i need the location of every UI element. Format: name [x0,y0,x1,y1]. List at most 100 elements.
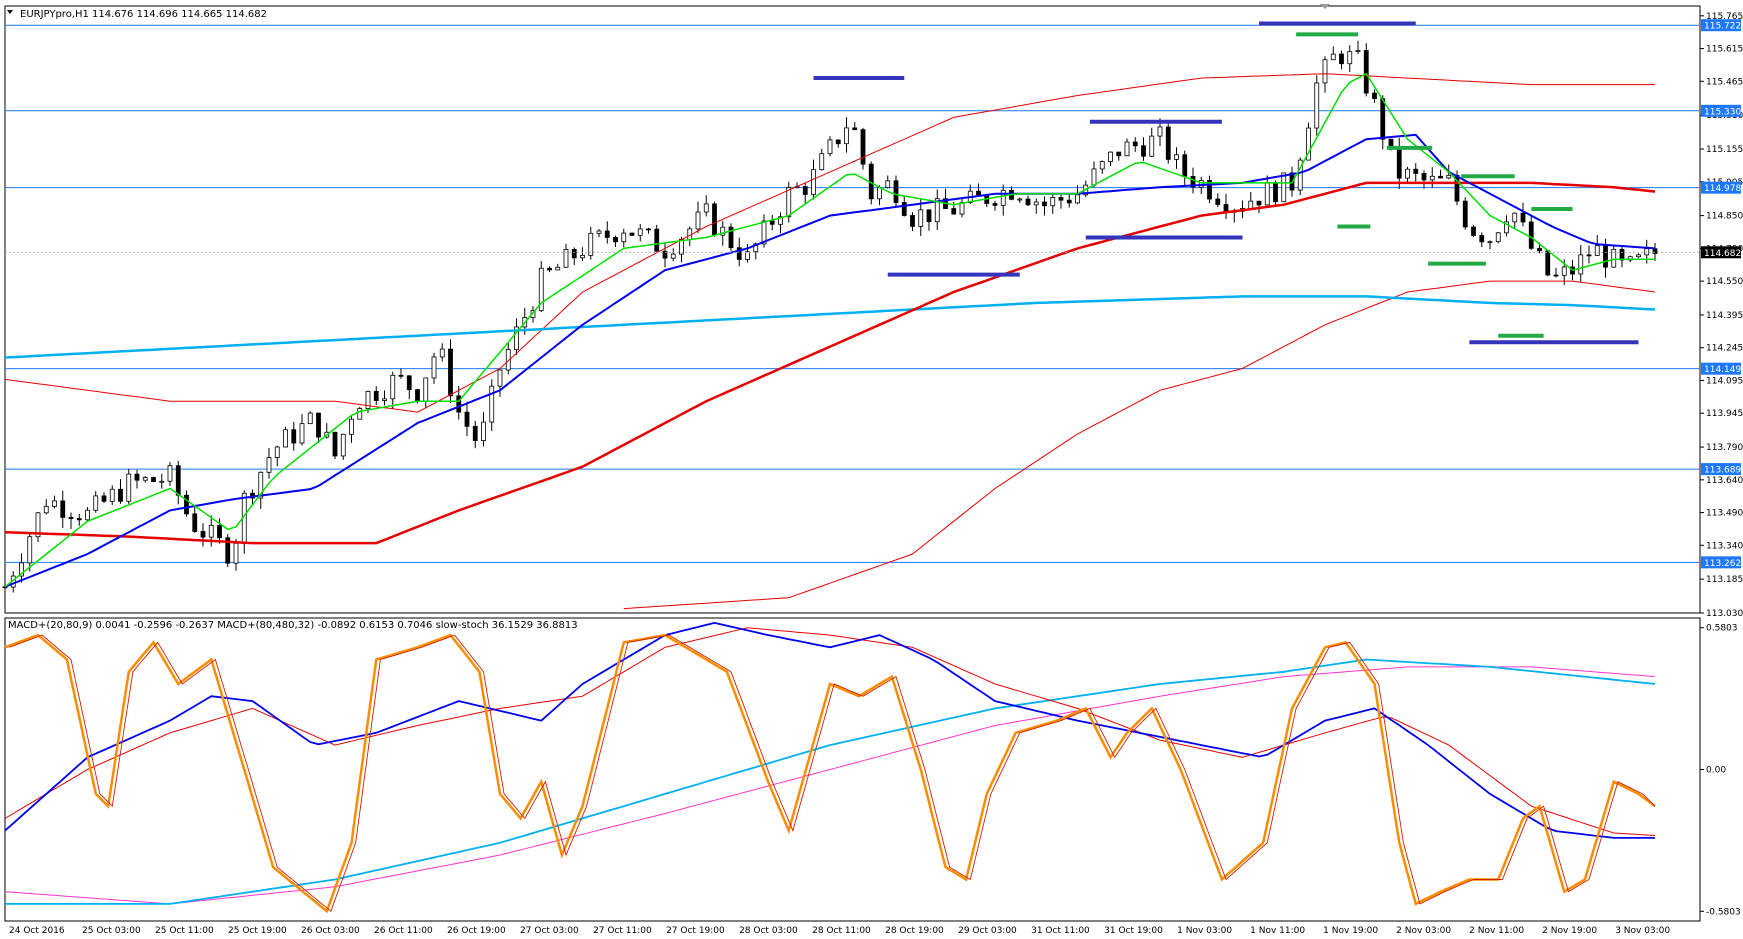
level-price-label: 113.262 [1704,559,1741,569]
shift-marker-icon[interactable] [1320,4,1330,9]
candle-body [1388,138,1394,148]
current-price-tag [1701,246,1741,259]
time-axis-label: 26 Oct 03:00 [301,926,360,936]
candle-body [596,230,602,234]
candle-body [35,512,41,538]
candle-body [390,374,396,400]
candle-body [1165,126,1171,160]
candle-body [1652,248,1658,254]
candle-body [604,230,610,238]
candle-body [1619,248,1625,261]
time-axis-label: 3 Nov 03:00 [1615,926,1670,936]
candle-body [819,153,825,171]
time-axis-label: 31 Oct 19:00 [1104,926,1163,936]
menu-arrow-icon[interactable] [7,10,13,14]
candle-body [1520,212,1526,223]
candle-body [802,186,808,195]
candle-body [1355,50,1361,53]
candle-body [266,457,272,473]
time-axis-label: 27 Oct 11:00 [593,926,652,936]
ma-mid-line [4,133,1656,588]
candle-body [588,232,594,256]
candle-body [497,369,503,387]
candle-body [159,480,165,483]
candle-body [1281,172,1287,203]
candle-body [1314,82,1320,129]
candle-body [860,129,866,165]
candle-body [299,423,305,444]
price-tick-label: 113.030 [1706,609,1743,619]
candle-body [258,471,264,499]
candle-body [365,391,371,409]
candle-body [654,228,660,252]
candle-body [1330,53,1336,61]
level-price-tag [1701,362,1741,375]
candle-body [844,127,849,145]
candle-body [1479,235,1485,243]
candle-body [456,395,462,413]
price-tick-label: 113.640 [1706,476,1743,486]
candle-body [1537,247,1542,252]
candle-body [1553,274,1559,277]
candle-body [1149,135,1155,157]
candle-body [1339,53,1344,65]
candle-body [1471,226,1476,236]
candle-body [670,253,676,259]
indicator-pane[interactable]: 24 Oct 2016 25 Oct 03:00 25 Oct 11:00 25 Oc… [4,617,1741,936]
time-axis-label: 25 Oct 11:00 [155,926,214,936]
level-price-label: 115.330 [1704,107,1741,117]
candle-body [1594,245,1600,256]
candle-body [1297,159,1303,191]
price-tick-label: 115.615 [1706,45,1743,55]
candle-body [167,465,173,482]
candle-body [637,228,643,236]
time-axis-label: 2 Nov 11:00 [1469,926,1524,936]
symbol-header: EURJPYpro,H1 114.676 114.696 114.665 114… [20,9,267,20]
candle-body [43,506,49,514]
level-price-tag [1701,556,1741,569]
candle-body [918,209,924,227]
candle-body [1124,141,1130,157]
candle-body [1495,232,1501,243]
price-pane[interactable]: 115.765115.615115.465115.310115.155115.0… [2,5,1743,619]
candle-body [1446,174,1452,179]
time-axis-label: 2 Nov 19:00 [1542,926,1597,936]
price-tick-label: 114.095 [1706,376,1743,386]
candle-body [76,518,82,521]
candle-body [1215,198,1221,205]
candle-body [192,513,198,532]
candle-body [1066,199,1072,204]
candle-body [951,208,957,215]
level-price-tag [1701,19,1741,32]
candle-body [712,203,717,236]
price-tick-label: 114.245 [1706,344,1743,354]
candle-body [1413,168,1419,174]
level-price-tag [1701,463,1741,476]
candle-body [142,477,148,481]
candle-body [959,202,965,215]
candle-body [547,267,552,271]
candle-body [52,500,57,507]
candle-body [580,254,585,259]
time-axis-label: 28 Oct 19:00 [885,926,944,936]
indicator-tick-label: 0.5803 [1706,624,1738,634]
price-tick-label: 114.550 [1706,277,1743,287]
candle-body [1198,180,1204,188]
candle-body [736,247,742,260]
level-price-tag [1701,181,1741,194]
candle-body [976,190,981,196]
candle-body [175,465,181,496]
indicator-tick-label: -0.5803 [1706,907,1741,917]
candle-body [1405,168,1410,179]
time-axis-label: 2 Nov 03:00 [1396,926,1451,936]
price-tick-label: 115.465 [1706,77,1743,87]
candle-body [1025,198,1031,206]
candle-body [1363,50,1369,94]
candle-body [992,203,998,206]
candle-body [1058,197,1064,201]
candle-body [1578,254,1584,275]
candle-body [778,216,783,225]
candle-body [852,127,858,131]
candle-body [555,266,561,271]
